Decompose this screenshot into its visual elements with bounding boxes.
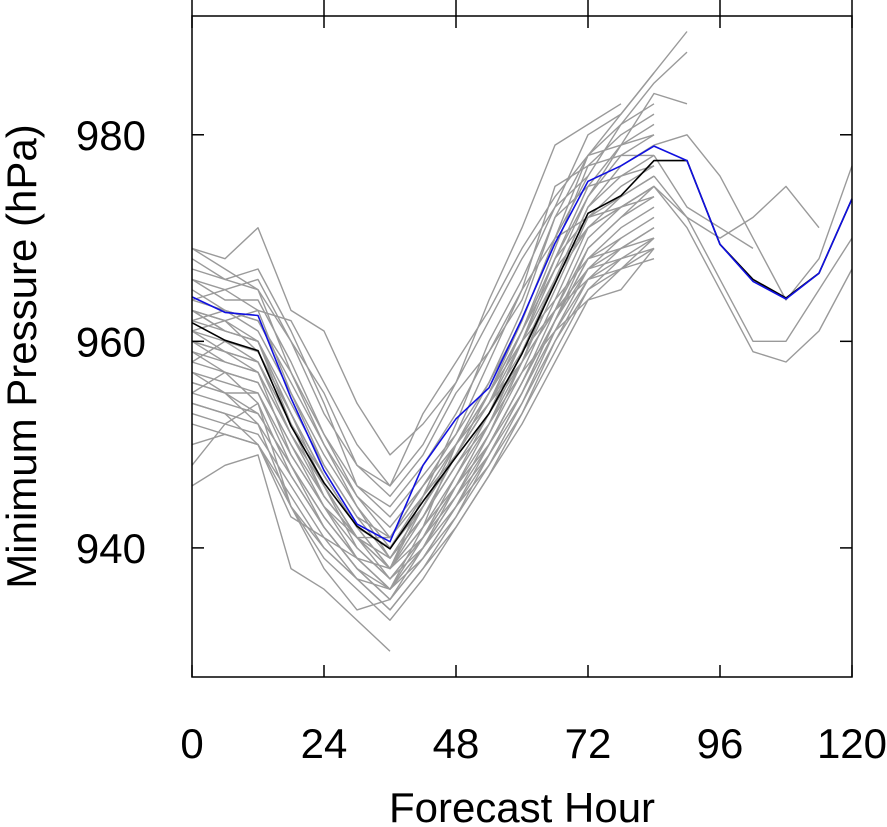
- ensemble-series-line-42: [653, 134, 853, 301]
- x-tick-label: 72: [565, 720, 612, 767]
- ensemble-series-line-40: [653, 155, 754, 249]
- ensemble-series-line-38: [191, 185, 853, 549]
- ensemble-series-line-23: [191, 134, 655, 487]
- x-tick-label: 48: [433, 720, 480, 767]
- ensemble-series-line-2: [191, 72, 655, 456]
- ensemble-series-line-34: [191, 237, 655, 590]
- ensemble-series-line-35: [191, 247, 655, 570]
- series-layer: [191, 31, 853, 652]
- black-series-line-1: [191, 159, 853, 550]
- ensemble-series-line-41: [653, 175, 820, 239]
- ensemble-series-line-32: [191, 175, 589, 570]
- y-tick-label: 980: [76, 112, 146, 159]
- x-axis-title: Forecast Hour: [389, 784, 655, 827]
- ensemble-series-line-28: [191, 237, 655, 570]
- blue-series-line-0: [191, 145, 853, 543]
- ensemble-series-line-36: [191, 258, 622, 539]
- y-tick-label: 960: [76, 318, 146, 365]
- x-tick-label: 0: [180, 720, 203, 767]
- x-tick-label: 120: [817, 720, 887, 767]
- ensemble-series-line-31: [191, 103, 622, 487]
- x-tick-label: 24: [301, 720, 348, 767]
- ensemble-series-line-39: [191, 185, 853, 570]
- ensemble-series-line-6: [191, 103, 655, 539]
- ensemble-series-line-33: [191, 227, 655, 590]
- ensemble-series-line-20: [191, 247, 655, 621]
- ensemble-series-line-30: [191, 258, 655, 590]
- ensemble-series-line-29: [191, 247, 655, 580]
- plot-frame: [191, 15, 853, 678]
- ensemble-series-line-21: [191, 454, 391, 652]
- ensemble-series-line-27: [191, 196, 655, 508]
- y-axis-title: Minimum Pressure (hPa): [0, 124, 45, 588]
- y-tick-label: 940: [76, 525, 146, 572]
- x-tick-label: 96: [697, 720, 744, 767]
- ticks-layer: 0 24 48 72 96 120 940 960 980: [76, 0, 887, 767]
